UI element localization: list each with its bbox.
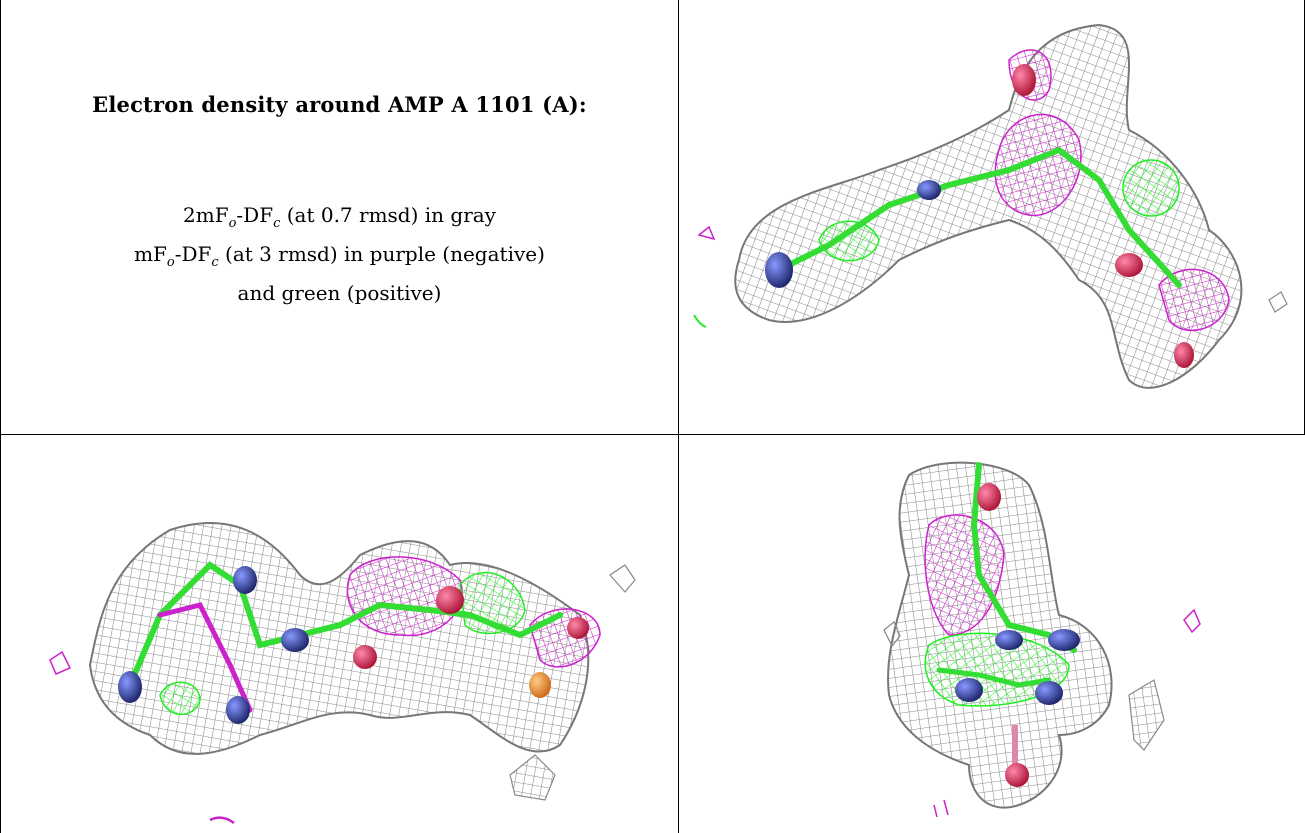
density-view-3 [679, 435, 1305, 833]
purple-mesh [994, 113, 1082, 217]
purple-mesh [49, 650, 72, 675]
density-render-3 [883, 461, 1201, 818]
nitrogen-atom [233, 566, 257, 594]
density-render-1 [693, 23, 1288, 389]
oxygen-atom [567, 617, 589, 639]
nitrogen-atom [955, 678, 983, 702]
table-border-horizontal [0, 434, 1305, 435]
gray-mesh [88, 521, 590, 755]
purple-mesh [933, 799, 949, 818]
nitrogen-atom [917, 180, 941, 200]
oxygen-atom [1174, 342, 1194, 368]
nitrogen-atom [226, 696, 250, 724]
ligand-stick [776, 146, 1182, 288]
oxygen-atom [436, 586, 464, 614]
gray-mesh [883, 621, 901, 648]
oxygen-atom [1115, 253, 1143, 277]
purple-mesh [697, 225, 716, 241]
legend-line-positive: and green (positive) [237, 281, 442, 305]
nitrogen-atom [1035, 681, 1063, 705]
green-mesh [1122, 159, 1180, 217]
green-mesh [159, 681, 201, 716]
density-render-2 [49, 521, 636, 825]
ligand-stick [936, 667, 1052, 688]
legend-line-gray: 2mFo-DFc (at 0.7 rmsd) in gray [183, 203, 496, 231]
green-mesh [693, 314, 707, 328]
table-border-middle [678, 0, 679, 833]
gray-mesh [1268, 291, 1288, 313]
nitrogen-atom [281, 628, 309, 652]
density-view-1 [679, 0, 1305, 435]
phosphorus-atom [529, 672, 551, 698]
purple-mesh [1183, 608, 1201, 634]
ligand-stick [157, 602, 253, 713]
oxygen-atom [977, 483, 1001, 511]
gray-mesh [1128, 679, 1165, 751]
caption-cell: Electron density around AMP A 1101 (A): … [0, 0, 679, 435]
gray-mesh [609, 564, 636, 593]
oxygen-atom [353, 645, 377, 669]
oxygen-atom [1012, 64, 1036, 96]
figure-heading: Electron density around AMP A 1101 (A): [92, 92, 587, 117]
purple-mesh [209, 816, 235, 825]
nitrogen-atom [995, 630, 1023, 650]
purple-mesh [529, 608, 601, 668]
gray-mesh [509, 754, 556, 801]
nitrogen-atom [118, 671, 142, 703]
nitrogen-atom [1048, 629, 1080, 651]
density-view-2 [0, 435, 679, 833]
nitrogen-atom [765, 252, 793, 288]
gray-mesh [734, 23, 1243, 389]
legend-text: 2mFo-DFc (at 0.7 rmsd) in gray mFo-DFc (… [0, 200, 679, 309]
green-mesh [818, 220, 880, 262]
oxygen-atom [1005, 763, 1029, 787]
ligand-stick [127, 561, 563, 688]
legend-line-difference: mFo-DFc (at 3 rmsd) in purple (negative) [134, 242, 545, 270]
table-border-left [0, 0, 1, 833]
